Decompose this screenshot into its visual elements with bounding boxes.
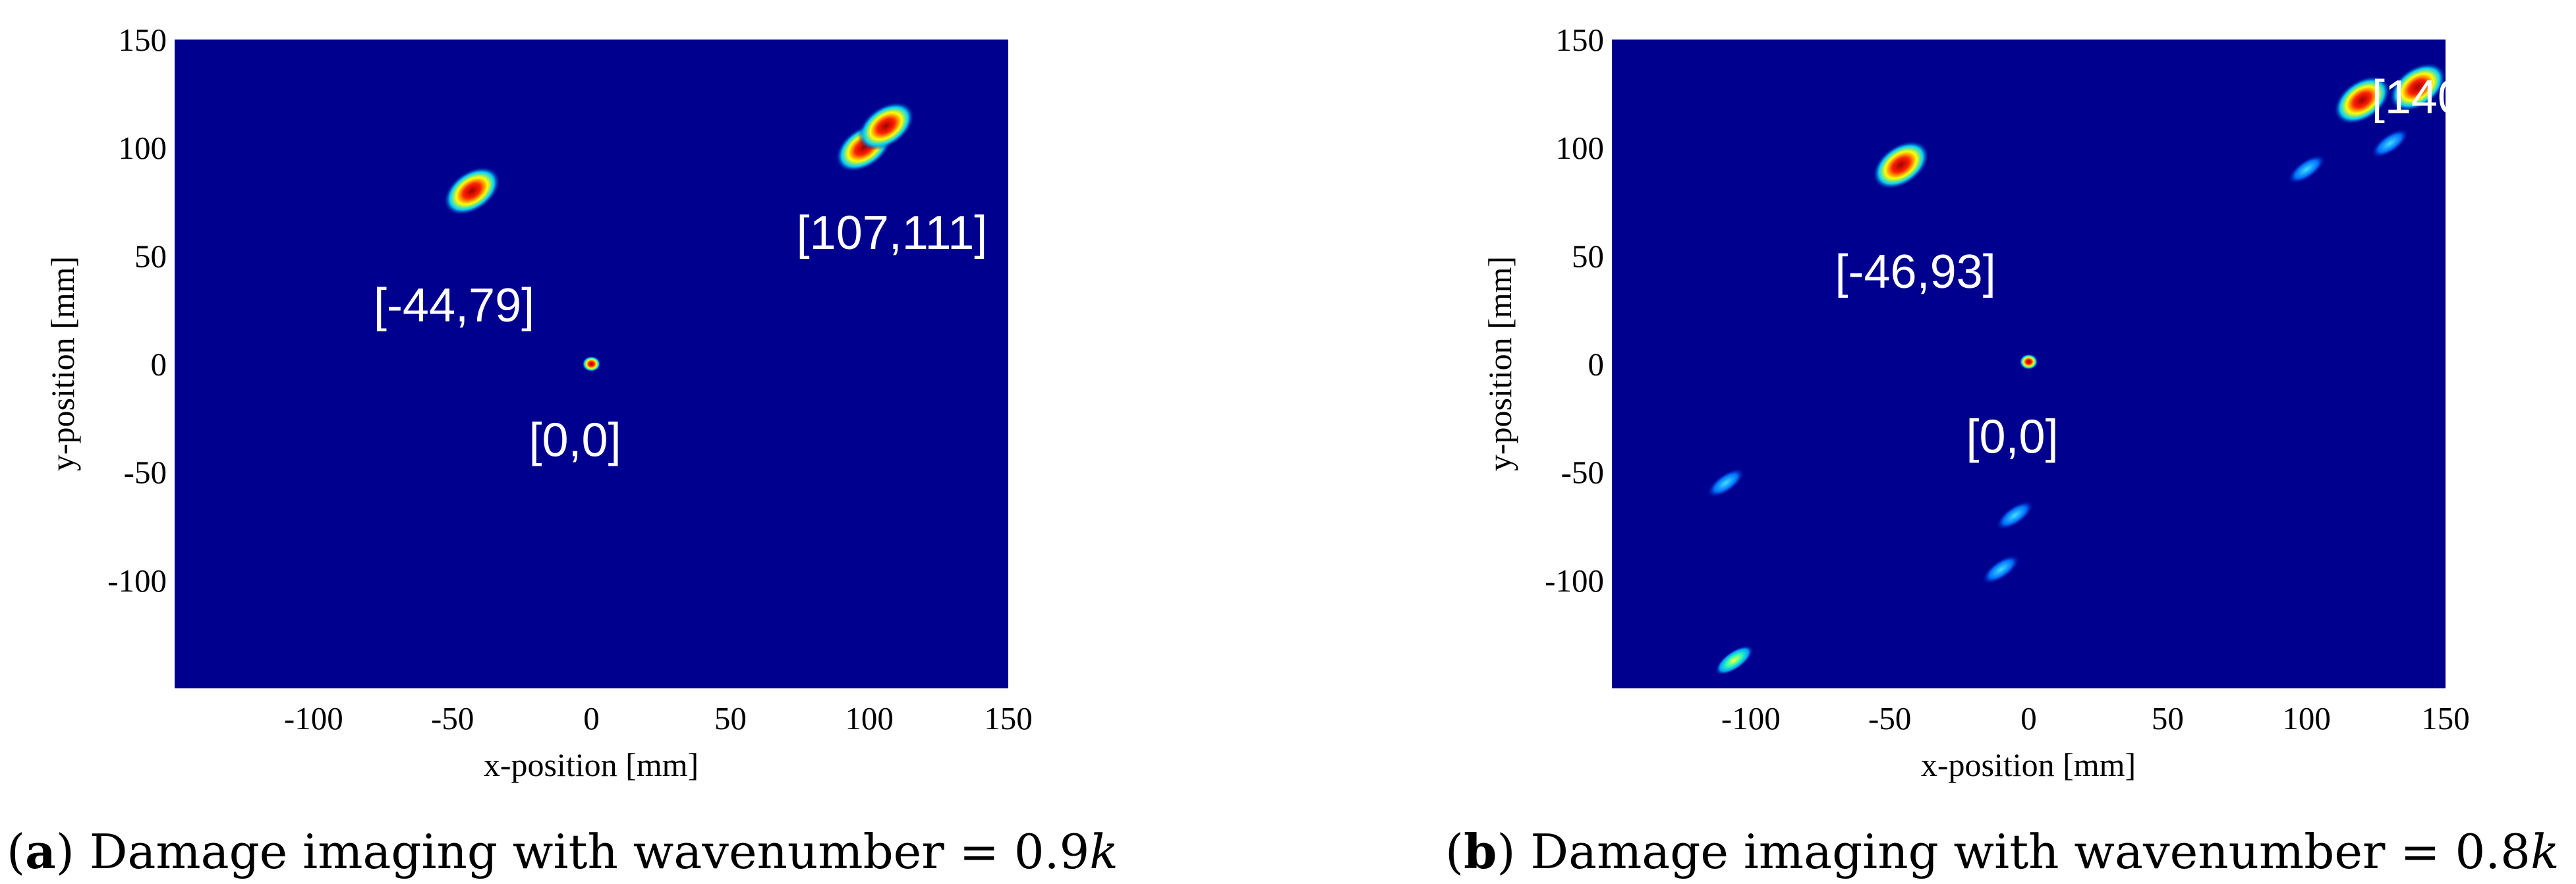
hotspot-b-7 bbox=[1706, 468, 1745, 498]
annotation-b-2: [0,0] bbox=[1966, 411, 2059, 464]
hotspot-b-4 bbox=[1715, 645, 1754, 675]
y-axis-label-a: y-position [mm] bbox=[44, 256, 81, 471]
y-tick-a-4: -50 bbox=[124, 455, 167, 491]
y-tick-a-2: 50 bbox=[134, 238, 167, 274]
annotation-a-0: [-44,79] bbox=[374, 279, 534, 332]
x-tick-a-5: 150 bbox=[984, 700, 1033, 736]
heatmap-a-hotspots bbox=[444, 101, 915, 372]
hotspot-b-5 bbox=[1995, 500, 2034, 530]
caption-b: (b) Damage imaging with wavenumber = 0.8… bbox=[1445, 823, 2560, 879]
y-tick-a-0: 150 bbox=[119, 22, 167, 58]
hotspot-b-1 bbox=[2333, 76, 2391, 124]
annotation-a-1: [107,111] bbox=[797, 207, 988, 260]
hotspot-a-0 bbox=[444, 166, 501, 215]
hotspot-b-9 bbox=[2287, 154, 2326, 184]
caption-b-k: k bbox=[2531, 824, 2560, 879]
heatmap-a-annotations: [-44,79] [107,111] [0,0] bbox=[374, 207, 987, 466]
annotation-a-2: [0,0] bbox=[529, 414, 621, 467]
hotspot-b-0 bbox=[1872, 140, 1930, 190]
x-tick-a-0: -100 bbox=[284, 700, 343, 736]
hotspot-a-2 bbox=[857, 101, 915, 151]
heatmap-b-annotations: [-46,93] [140,128] [0,0] bbox=[1835, 71, 2570, 463]
y-tick-b-1: 100 bbox=[1556, 130, 1605, 166]
y-tick-b-2: 50 bbox=[1572, 238, 1604, 274]
x-tick-a-4: 100 bbox=[845, 700, 894, 736]
panel-b: -100 -50 0 50 100 150 150 100 50 0 -50 -100 [-46,93… bbox=[1445, 22, 2569, 879]
axes-b-ticks: -100 -50 0 50 100 150 150 100 50 0 -50 -100 bbox=[1545, 22, 2470, 736]
caption-a-text: Damage imaging with wavenumber = 0.9 bbox=[74, 824, 1089, 879]
hotspot-b-2 bbox=[2389, 63, 2446, 112]
y-tick-a-5: -100 bbox=[107, 563, 167, 599]
x-tick-a-1: -50 bbox=[431, 700, 474, 736]
x-axis-label-a: x-position [mm] bbox=[484, 746, 699, 783]
x-tick-b-2: 0 bbox=[2020, 700, 2037, 736]
x-tick-a-3: 50 bbox=[714, 700, 747, 736]
x-tick-b-1: -50 bbox=[1868, 700, 1911, 736]
caption-a-k: k bbox=[1089, 824, 1118, 879]
y-tick-a-1: 100 bbox=[119, 130, 167, 166]
hotspot-b-3 bbox=[2019, 354, 2038, 370]
x-tick-a-2: 0 bbox=[583, 700, 600, 736]
caption-a: (a) Damage imaging with wavenumber = 0.9… bbox=[7, 823, 1118, 879]
caption-a-label: a bbox=[25, 823, 56, 879]
x-tick-b-5: 150 bbox=[2421, 700, 2470, 736]
caption-b-text: Damage imaging with wavenumber = 0.8 bbox=[1516, 824, 2531, 879]
x-axis-label-b: x-position [mm] bbox=[1921, 746, 2136, 783]
panel-a: -100 -50 0 50 100 150 150 100 50 0 -50 -100 [-44,79… bbox=[7, 22, 1118, 879]
x-tick-b-3: 50 bbox=[2152, 700, 2184, 736]
y-tick-b-4: -50 bbox=[1561, 455, 1604, 491]
hotspot-b-8 bbox=[2370, 128, 2409, 159]
annotation-b-0: [-46,93] bbox=[1835, 246, 1996, 298]
y-tick-b-0: 150 bbox=[1556, 22, 1605, 58]
y-tick-b-3: 0 bbox=[1588, 346, 1605, 383]
x-tick-b-4: 100 bbox=[2282, 700, 2331, 736]
x-tick-b-0: -100 bbox=[1721, 700, 1781, 736]
annotation-b-1: [140,128] bbox=[2372, 71, 2569, 124]
y-tick-b-5: -100 bbox=[1545, 563, 1604, 599]
hotspot-a-3 bbox=[582, 356, 601, 372]
axes-a-ticks: -100 -50 0 50 100 150 150 100 50 0 -50 -100 bbox=[107, 22, 1033, 736]
hotspot-b-6 bbox=[1982, 554, 2020, 585]
y-tick-a-3: 0 bbox=[151, 346, 167, 383]
caption-b-label: b bbox=[1464, 823, 1497, 879]
y-axis-label-b: y-position [mm] bbox=[1481, 256, 1518, 471]
heatmap-b-hotspots bbox=[1706, 63, 2446, 675]
